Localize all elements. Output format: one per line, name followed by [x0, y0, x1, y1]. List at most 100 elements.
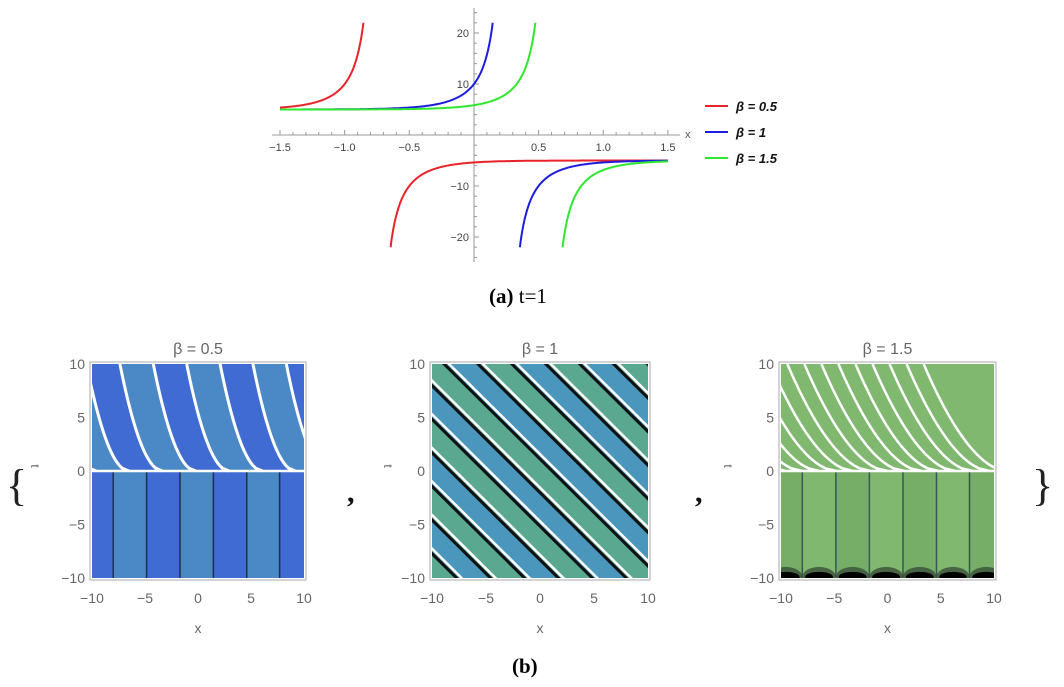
- y-tick-label: 0: [417, 463, 425, 479]
- contour-band: [119, 364, 196, 471]
- contour-body: [92, 364, 363, 578]
- caption-b: (b): [512, 654, 538, 679]
- x-tick-label: −10: [80, 590, 104, 606]
- panel-title: β = 1.5: [863, 341, 913, 358]
- contour-panel-1: β = 0.5 −10 −5 0 5 10 10 5 0 −5 −10 x t: [28, 341, 363, 636]
- x-tick-label: −5: [826, 590, 842, 606]
- y-tick-label: 10: [758, 356, 774, 372]
- y-tick-label: 5: [417, 410, 425, 426]
- contour-band: [802, 471, 836, 578]
- x-axis-label: x: [685, 129, 691, 141]
- contour-line-white: [582, 364, 648, 429]
- contour-line-dark: [441, 364, 648, 569]
- contour-band: [835, 471, 870, 578]
- x-tick-label: 1.0: [596, 142, 611, 154]
- x-axis-label: x: [884, 620, 891, 636]
- series-line-3-right: [561, 160, 668, 248]
- contour-line-white: [616, 364, 648, 395]
- contour-line: [92, 382, 130, 473]
- contour-line: [803, 364, 888, 473]
- contour-body: [651, 364, 1037, 587]
- x-tick-label: 0: [884, 590, 892, 606]
- separator-comma-1: ,: [347, 476, 355, 509]
- x-tick-label: 1.5: [660, 142, 675, 154]
- contour-band: [969, 471, 994, 578]
- y-tick-label: −5: [758, 517, 774, 533]
- contour-line-dark: [432, 383, 629, 578]
- x-tick-label: −5: [478, 590, 494, 606]
- contour-band: [220, 364, 296, 471]
- legend-label: β = 1.5: [735, 151, 778, 166]
- contour-line: [888, 364, 973, 473]
- legend-label: β = 1: [735, 125, 766, 140]
- x-tick-label: 10: [640, 590, 656, 606]
- contour-blob-core: [1006, 572, 1034, 582]
- y-tick-label: −10: [61, 570, 85, 586]
- contour-line-dark: [577, 364, 648, 434]
- series-line-3-left: [280, 22, 537, 111]
- contour-line: [786, 364, 871, 473]
- legend-label: β = 0.5: [735, 99, 778, 114]
- contour-line-white: [432, 378, 633, 578]
- contour-band: [869, 471, 903, 578]
- contour-line-dark: [432, 450, 561, 578]
- contour-blob-core: [781, 571, 800, 578]
- contour-line: [781, 417, 837, 473]
- caption-b-label: (b): [512, 654, 538, 678]
- contour-line: [922, 364, 994, 469]
- y-axis-label: t: [381, 464, 395, 468]
- contour-line: [837, 364, 922, 473]
- contour-panel-2: β = 1 −10 −5 0 5 10 10 5 0 −5 −10 x t: [381, 341, 656, 636]
- contour-line: [820, 364, 905, 473]
- contour-line-dark: [611, 364, 648, 401]
- contour-line-dark: [432, 551, 459, 578]
- contour-line: [651, 364, 734, 471]
- contour-line-dark: [432, 484, 527, 578]
- contour-line: [151, 364, 197, 473]
- contour-line-white: [432, 513, 498, 578]
- contour-blob: [1003, 567, 1037, 587]
- caption-a-text: t=1: [518, 284, 547, 308]
- y-tick-label: −5: [409, 517, 425, 533]
- x-tick-label: 0: [194, 590, 202, 606]
- contour-band: [246, 471, 280, 578]
- contour-line: [781, 442, 820, 473]
- contour-line: [685, 364, 768, 471]
- contour-line-dark: [432, 517, 493, 578]
- x-tick-label: −1.5: [269, 142, 291, 154]
- y-tick-label: 10: [409, 356, 425, 372]
- contour-line: [185, 364, 230, 473]
- contour-line-white: [515, 364, 648, 496]
- panel-frame: [89, 361, 307, 581]
- contour-band: [936, 471, 970, 578]
- contour-line: [320, 364, 363, 471]
- contour-line: [218, 364, 264, 473]
- x-tick-label: 5: [247, 590, 255, 606]
- y-tick-label: 5: [77, 410, 85, 426]
- y-tick-label: 10: [457, 79, 469, 91]
- contour-band: [613, 364, 648, 399]
- y-tick-label: 20: [457, 28, 469, 40]
- x-tick-label: −0.5: [398, 142, 420, 154]
- contour-band: [92, 364, 163, 471]
- contour-band: [113, 471, 147, 578]
- y-tick-label: −20: [450, 232, 469, 244]
- contour-line-white: [481, 364, 648, 530]
- contour-line-white: [432, 546, 464, 578]
- x-tick-label: 5: [590, 590, 598, 606]
- panel-frame: [778, 361, 997, 581]
- x-tick-label: −10: [769, 590, 793, 606]
- y-tick-label: 10: [69, 356, 85, 372]
- panel-frame: [429, 361, 651, 581]
- x-tick-label: 5: [937, 590, 945, 606]
- contour-line: [871, 364, 956, 473]
- series-line-1-left: [280, 22, 365, 109]
- x-tick-label: −1.0: [334, 142, 356, 154]
- contour-line: [251, 364, 297, 473]
- x-tick-label: 0: [536, 590, 544, 606]
- contour-blob-core: [805, 571, 834, 578]
- contour-band: [186, 364, 263, 471]
- contour-line: [668, 364, 751, 471]
- x-axis-label: x: [195, 620, 202, 636]
